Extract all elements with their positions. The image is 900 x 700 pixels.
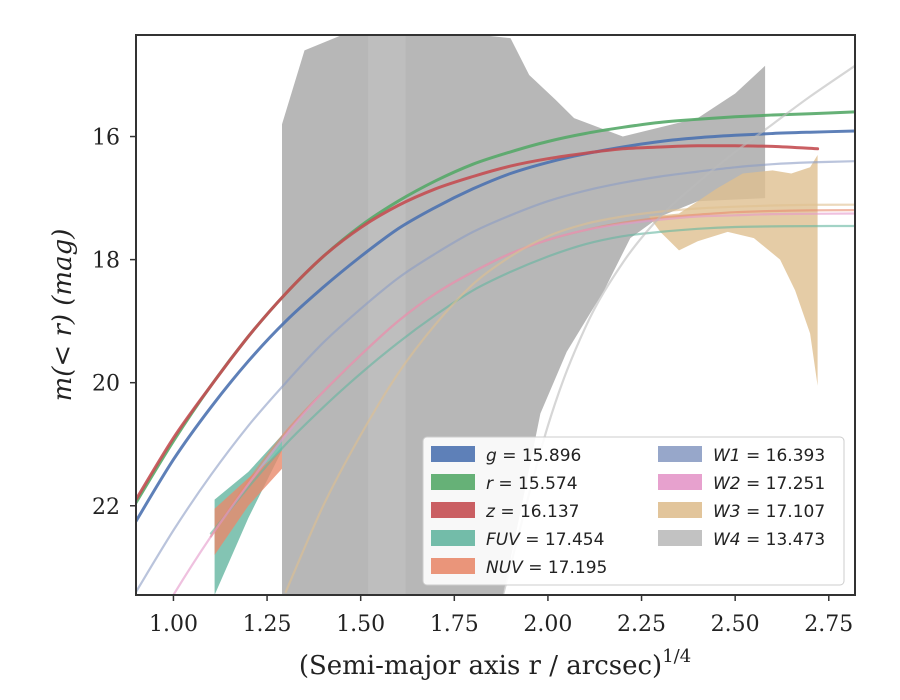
series-line-w1 (136, 160, 855, 593)
plot-frame (135, 34, 856, 596)
y-tick-label: 20 (92, 372, 120, 397)
series-line-w2 (172, 212, 855, 595)
band-w3 (649, 155, 818, 386)
x-tick-label: 1.25 (243, 612, 292, 637)
bands-layer (214, 35, 818, 595)
legend-swatch-w1 (658, 446, 702, 462)
legend-label-w3: W3 = 17.107 (713, 502, 825, 522)
y-axis: 16 18 20 22 (92, 126, 136, 520)
legend-swatch-z (431, 502, 475, 518)
legend-swatch-nuv (431, 558, 475, 574)
x-tick-label: 2.50 (711, 612, 760, 637)
legend-swatch-w3 (658, 502, 702, 518)
legend-swatch-w2 (658, 474, 702, 490)
x-tick-label: 1.75 (430, 612, 479, 637)
lines-layer (136, 64, 855, 595)
y-axis-title: m(< r) (mag) (48, 229, 78, 402)
x-tick-label: 2.25 (617, 612, 666, 637)
y-tick-label: 22 (92, 495, 120, 520)
legend: g = 15.896 r = 15.574 z = 16.137 FUV = 17.4… (422, 436, 845, 586)
legend-box (422, 436, 845, 586)
legend-label-r: r = 15.574 (486, 474, 578, 494)
legend-label-fuv: FUV = 17.454 (486, 530, 604, 550)
x-tick-label: 2.75 (804, 612, 853, 637)
series-line-z (136, 144, 820, 502)
x-tick-label: 1.00 (149, 612, 198, 637)
x-axis-title-superscript: 1/4 (662, 646, 691, 667)
x-axis-title: (Semi-major axis r / arcsec)1/4 (299, 646, 691, 681)
series-line-fuv (209, 224, 855, 535)
legend-label-g: g = 15.896 (486, 446, 581, 466)
band-w4-overlap (368, 35, 406, 595)
legend-swatch-r (431, 474, 475, 490)
legend-label-w1: W1 = 16.393 (713, 446, 825, 466)
legend-label-w4: W4 = 13.473 (713, 530, 825, 550)
legend-label-w2: W2 = 17.251 (713, 474, 825, 494)
series-line-w4 (501, 64, 855, 595)
x-tick-label: 2.00 (523, 612, 572, 637)
legend-label-z: z = 16.137 (485, 502, 579, 522)
series-line-g (136, 129, 855, 523)
x-axis-title-main: (Semi-major axis r / arcsec) (299, 651, 662, 681)
x-axis: 1.00 1.25 1.50 1.75 2.00 2.25 2.50 2.75 (149, 595, 853, 637)
y-tick-label: 18 (92, 249, 120, 274)
series-line-w3 (284, 203, 855, 593)
legend-swatch-fuv (431, 530, 475, 546)
legend-label-nuv: NUV = 17.195 (486, 558, 607, 578)
y-tick-label: 16 (92, 126, 120, 151)
legend-swatch-g (431, 446, 475, 462)
legend-swatch-w4 (658, 530, 702, 546)
band-nuv (214, 450, 282, 555)
x-tick-label: 1.50 (336, 612, 385, 637)
